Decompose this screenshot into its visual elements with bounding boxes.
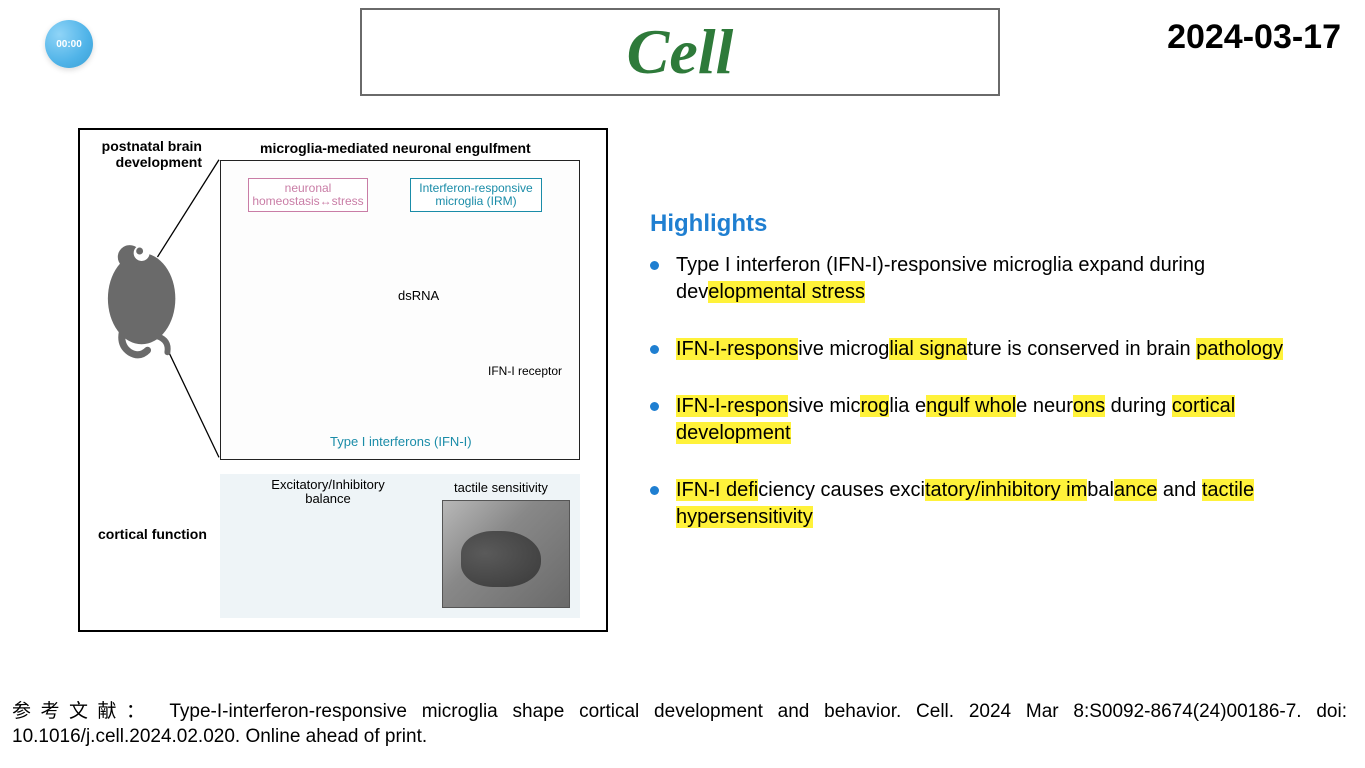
highlighted-text: ons	[1073, 395, 1105, 417]
plain-text: ive microg	[798, 338, 889, 360]
neuronal-box-label: neuronal homeostasis↔stress	[248, 178, 368, 212]
reference-text: 参考文献： Type-I-interferon-responsive micro…	[12, 699, 1347, 750]
journal-title-box: Cell	[360, 8, 1000, 96]
ifn-receptor-label: IFN-I receptor	[488, 364, 562, 378]
ei-balance-label: Excitatory/Inhibitory balance	[258, 478, 398, 507]
plain-text: lia e	[889, 395, 926, 417]
plain-text: sive mic	[788, 395, 860, 417]
postnatal-label: postnatal brain development	[86, 138, 202, 170]
ifn-bottom-label: Type I interferons (IFN-I)	[330, 434, 472, 449]
journal-title: Cell	[627, 15, 734, 89]
highlight-item: Type I interferon (IFN-I)-responsive mic…	[650, 252, 1340, 306]
reference-body: Type-I-interferon-responsive microglia s…	[12, 701, 1347, 748]
reference-prefix: 参考文献：	[12, 701, 155, 722]
highlighted-text: tatory/inhibitory im	[925, 479, 1087, 501]
mouse-photo	[442, 500, 570, 608]
plain-text: during	[1105, 395, 1172, 417]
highlights-title: Highlights	[650, 210, 1340, 238]
irm-box-label: Interferon-responsive microglia (IRM)	[410, 178, 542, 212]
highlighted-text: ngulf whol	[926, 395, 1016, 417]
highlighted-text: IFN-I defi	[676, 479, 758, 501]
timer-value: 00:00	[56, 39, 82, 50]
date-label: 2024-03-17	[1167, 18, 1341, 57]
highlighted-text: lial signa	[889, 338, 967, 360]
tactile-label: tactile sensitivity	[454, 480, 548, 495]
highlighted-text: ance	[1114, 479, 1157, 501]
dsrna-label: dsRNA	[398, 288, 439, 303]
mouse-pup-icon	[108, 245, 175, 355]
highlighted-text: IFN-I-respons	[676, 338, 798, 360]
plain-text: ciency causes exci	[758, 479, 925, 501]
highlighted-text: pathology	[1196, 338, 1283, 360]
engulfment-title: microglia-mediated neuronal engulfment	[260, 140, 531, 156]
highlight-item: IFN-I deficiency causes excitatory/inhib…	[650, 477, 1340, 531]
plain-text: bal	[1087, 479, 1114, 501]
highlight-item: IFN-I-responsive microglial signature is…	[650, 336, 1340, 363]
highlights-list: Type I interferon (IFN-I)-responsive mic…	[650, 252, 1340, 531]
plain-text: and	[1157, 479, 1201, 501]
highlight-item: IFN-I-responsive microglia engulf whole …	[650, 393, 1340, 447]
highlighted-text: IFN-I-respon	[676, 395, 788, 417]
plain-text: e neur	[1016, 395, 1073, 417]
graphical-abstract: postnatal brain development microglia-me…	[78, 128, 608, 632]
highlighted-text: rog	[860, 395, 889, 417]
highlighted-text: elopmental stress	[708, 281, 865, 303]
timer-badge: 00:00	[45, 20, 93, 68]
highlights-section: Highlights Type I interferon (IFN-I)-res…	[650, 210, 1340, 561]
cortical-function-label: cortical function	[98, 526, 207, 542]
plain-text: ture is conserved in brain	[967, 338, 1196, 360]
